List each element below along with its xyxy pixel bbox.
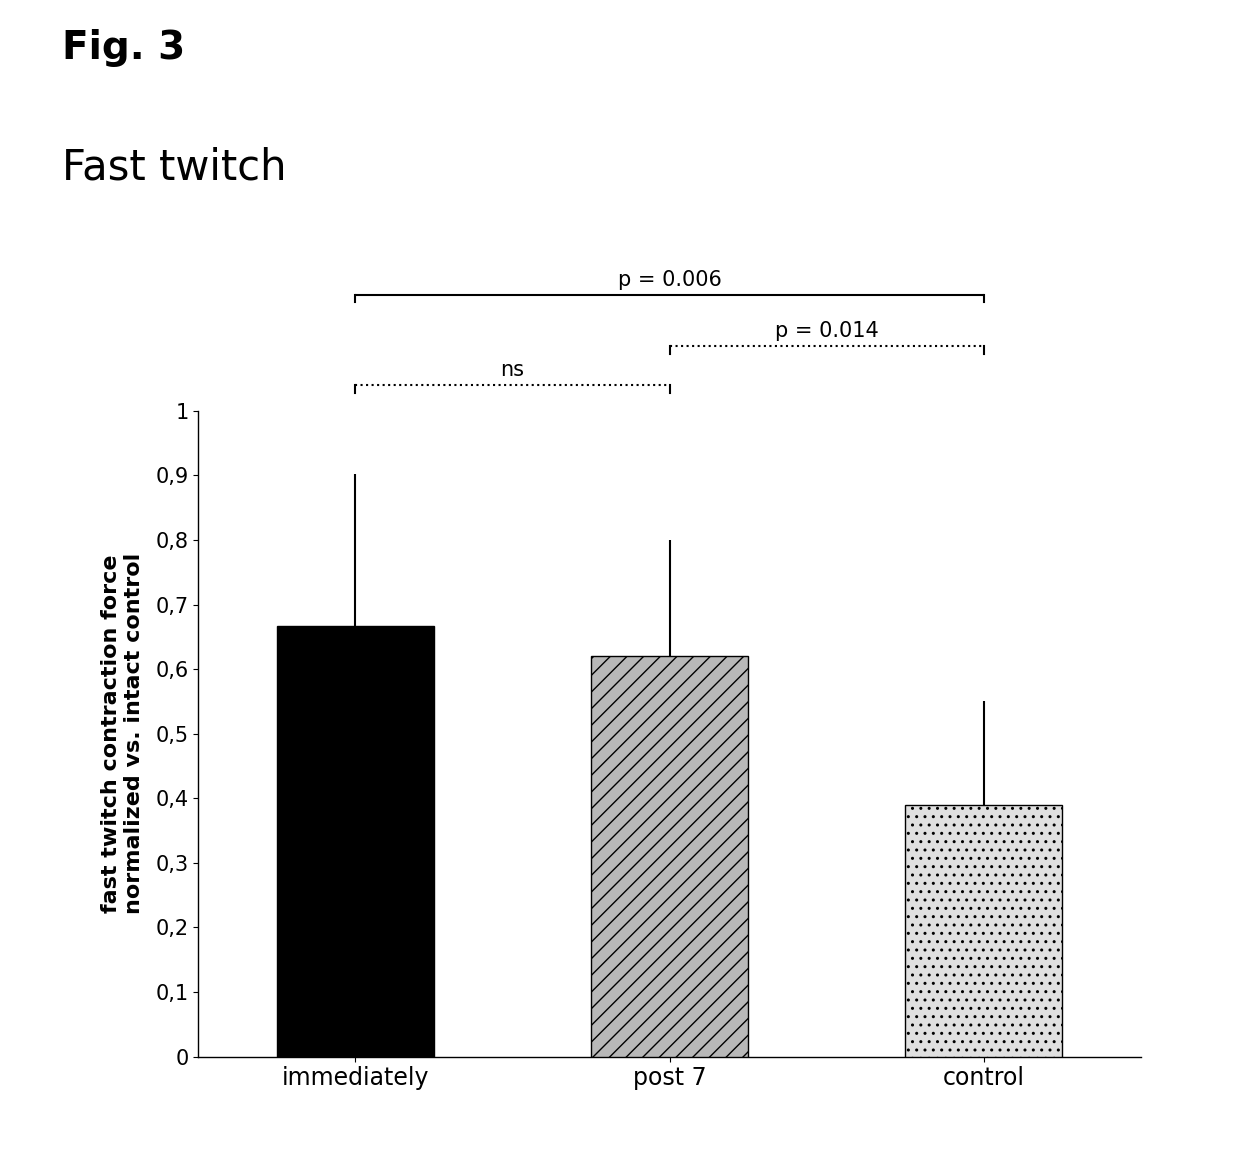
Text: p = 0.014: p = 0.014 [775, 322, 879, 342]
Text: ns: ns [501, 360, 525, 380]
Text: Fig. 3: Fig. 3 [62, 29, 185, 67]
Text: p = 0.006: p = 0.006 [618, 270, 722, 290]
Bar [905, 805, 1063, 1057]
Bar [277, 626, 434, 1057]
Text: Fast twitch: Fast twitch [62, 147, 286, 189]
Y-axis label: fast twitch contraction force
normalized vs. intact control: fast twitch contraction force normalized… [102, 553, 144, 915]
Bar [591, 656, 748, 1057]
